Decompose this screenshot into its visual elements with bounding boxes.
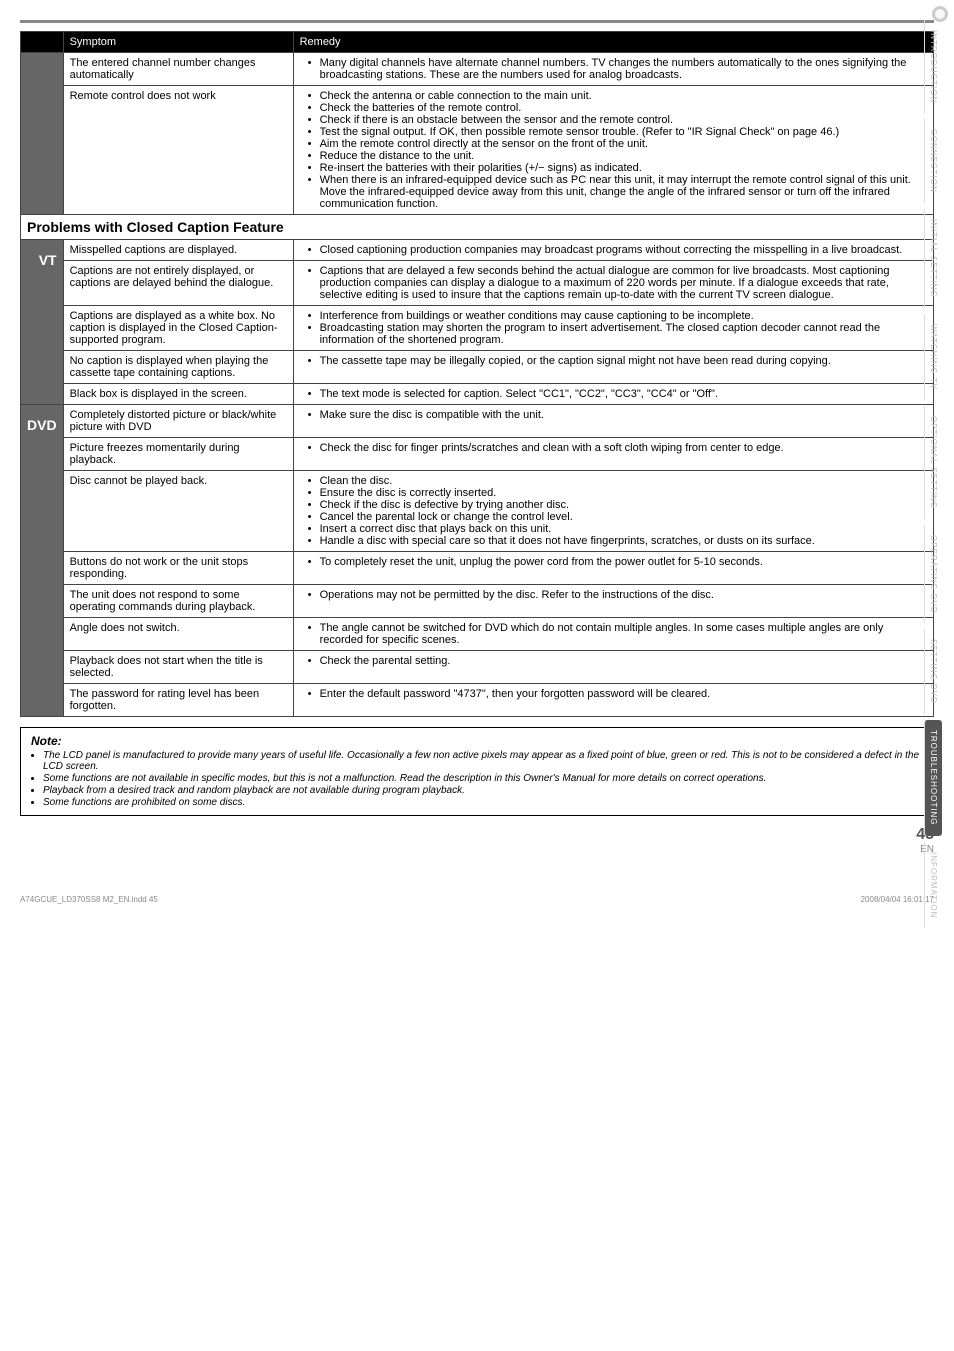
table-row: Buttons do not work or the unit stops re… [21, 552, 934, 585]
table-row: Black box is displayed in the screen. The… [21, 384, 934, 405]
symptom-cell: Picture freezes momentarily during playb… [63, 438, 293, 471]
symptom-cell: Buttons do not work or the unit stops re… [63, 552, 293, 585]
remedy-item: Interference from buildings or weather c… [312, 310, 927, 322]
symptom-cell: The password for rating level has been f… [63, 684, 293, 717]
category-cell: TV [21, 240, 64, 405]
symptom-cell: Playback does not start when the title i… [63, 651, 293, 684]
section-title: Problems with Closed Caption Feature [21, 215, 934, 240]
remedy-item: Handle a disc with special care so that … [312, 535, 927, 547]
table-row: Playback does not start when the title i… [21, 651, 934, 684]
remedy-item: Check the antenna or cable connection to… [312, 90, 927, 102]
top-rule [20, 20, 934, 23]
table-row: Disc cannot be played back.Clean the dis… [21, 471, 934, 552]
side-tabs: INTRODUCTIONCONNECTIONINITIAL SETTINGWAT… [924, 20, 954, 934]
note-item: Some functions are prohibited on some di… [43, 797, 923, 808]
header-remedy: Remedy [293, 32, 933, 53]
symptom-cell: Remote control does not work [63, 86, 293, 215]
symptom-cell: Disc cannot be played back. [63, 471, 293, 552]
symptom-cell: Black box is displayed in the screen. [63, 384, 293, 405]
remedy-item: Enter the default password "4737", then … [312, 688, 927, 700]
remedy-item: To completely reset the unit, unplug the… [312, 556, 927, 568]
remedy-cell: Check the parental setting. [293, 651, 933, 684]
table-row: Angle does not switch. The angle cannot b… [21, 618, 934, 651]
remedy-item: Insert a correct disc that plays back on… [312, 523, 927, 535]
table-row: Picture freezes momentarily during playb… [21, 438, 934, 471]
table-row: Remote control does not work Check the an… [21, 86, 934, 215]
category-cell: DVD [21, 405, 64, 717]
remedy-cell: The text mode is selected for caption. S… [293, 384, 933, 405]
note-title: Note: [31, 734, 923, 748]
side-tab: TROUBLESHOOTING [924, 720, 942, 835]
symptom-cell: The unit does not respond to some operat… [63, 585, 293, 618]
remedy-cell: Operations may not be permitted by the d… [293, 585, 933, 618]
table-row: Captions are not entirely displayed, or … [21, 261, 934, 306]
remedy-item: The angle cannot be switched for DVD whi… [312, 622, 927, 646]
remedy-item: Closed captioning production companies m… [312, 244, 927, 256]
print-left: A74GCUE_LD370SS8 M2_EN.indd 45 [20, 895, 158, 904]
remedy-item: Re-insert the batteries with their polar… [312, 162, 927, 174]
remedy-item: Check the batteries of the remote contro… [312, 102, 927, 114]
remedy-cell: To completely reset the unit, unplug the… [293, 552, 933, 585]
table-row: Captions are displayed as a white box. N… [21, 306, 934, 351]
remedy-cell: Check the antenna or cable connection to… [293, 86, 933, 215]
symptom-cell: Completely distorted picture or black/wh… [63, 405, 293, 438]
page-footer: 45 EN [20, 826, 934, 855]
table-row: TVMisspelled captions are displayed.Clos… [21, 240, 934, 261]
symptom-cell: Misspelled captions are displayed. [63, 240, 293, 261]
remedy-item: Check the parental setting. [312, 655, 927, 667]
section-header-row: Problems with Closed Caption Feature [21, 215, 934, 240]
remedy-cell: Captions that are delayed a few seconds … [293, 261, 933, 306]
remedy-item: Operations may not be permitted by the d… [312, 589, 927, 601]
header-symptom: Symptom [63, 32, 293, 53]
remedy-item: Check if the disc is defective by trying… [312, 499, 927, 511]
remedy-item: Check if there is an obstacle between th… [312, 114, 927, 126]
note-box: Note: The LCD panel is manufactured to p… [20, 727, 934, 816]
remedy-item: Test the signal output. If OK, then poss… [312, 126, 927, 138]
remedy-item: Reduce the distance to the unit. [312, 150, 927, 162]
symptom-cell: Captions are displayed as a white box. N… [63, 306, 293, 351]
table-row: The password for rating level has been f… [21, 684, 934, 717]
cat-header-blank [21, 32, 64, 53]
remedy-cell: Many digital channels have alternate cha… [293, 53, 933, 86]
remedy-item: Many digital channels have alternate cha… [312, 57, 927, 81]
remedy-item: Cancel the parental lock or change the c… [312, 511, 927, 523]
category-cell [21, 53, 64, 215]
remedy-cell: Interference from buildings or weather c… [293, 306, 933, 351]
remedy-cell: The angle cannot be switched for DVD whi… [293, 618, 933, 651]
table-row: DVDCompletely distorted picture or black… [21, 405, 934, 438]
remedy-item: Captions that are delayed a few seconds … [312, 265, 927, 301]
remedy-item: Broadcasting station may shorten the pro… [312, 322, 927, 346]
remedy-item: Clean the disc. [312, 475, 927, 487]
table-row: No caption is displayed when playing the… [21, 351, 934, 384]
remedy-item: When there is an infrared-equipped devic… [312, 174, 927, 210]
print-footer: A74GCUE_LD370SS8 M2_EN.indd 45 2008/04/0… [20, 895, 934, 904]
symptom-cell: No caption is displayed when playing the… [63, 351, 293, 384]
note-list: The LCD panel is manufactured to provide… [31, 750, 923, 808]
symptom-cell: Captions are not entirely displayed, or … [63, 261, 293, 306]
note-item: Some functions are not available in spec… [43, 773, 923, 784]
remedy-item: Check the disc for finger prints/scratch… [312, 442, 927, 454]
table-row: The entered channel number changes autom… [21, 53, 934, 86]
note-item: The LCD panel is manufactured to provide… [43, 750, 923, 772]
remedy-cell: Clean the disc.Ensure the disc is correc… [293, 471, 933, 552]
print-right: 2008/04/04 16:01:17 [861, 895, 934, 904]
troubleshooting-table: Symptom Remedy The entered channel numbe… [20, 31, 934, 717]
symptom-cell: Angle does not switch. [63, 618, 293, 651]
symptom-cell: The entered channel number changes autom… [63, 53, 293, 86]
table-header: Symptom Remedy [21, 32, 934, 53]
remedy-item: Ensure the disc is correctly inserted. [312, 487, 927, 499]
remedy-cell: Make sure the disc is compatible with th… [293, 405, 933, 438]
remedy-cell: Enter the default password "4737", then … [293, 684, 933, 717]
remedy-item: Make sure the disc is compatible with th… [312, 409, 927, 421]
table-row: The unit does not respond to some operat… [21, 585, 934, 618]
remedy-item: The text mode is selected for caption. S… [312, 388, 927, 400]
remedy-cell: Closed captioning production companies m… [293, 240, 933, 261]
remedy-item: The cassette tape may be illegally copie… [312, 355, 927, 367]
note-item: Playback from a desired track and random… [43, 785, 923, 796]
remedy-item: Aim the remote control directly at the s… [312, 138, 927, 150]
remedy-cell: Check the disc for finger prints/scratch… [293, 438, 933, 471]
remedy-cell: The cassette tape may be illegally copie… [293, 351, 933, 384]
side-tab: INFORMATION [924, 842, 942, 928]
